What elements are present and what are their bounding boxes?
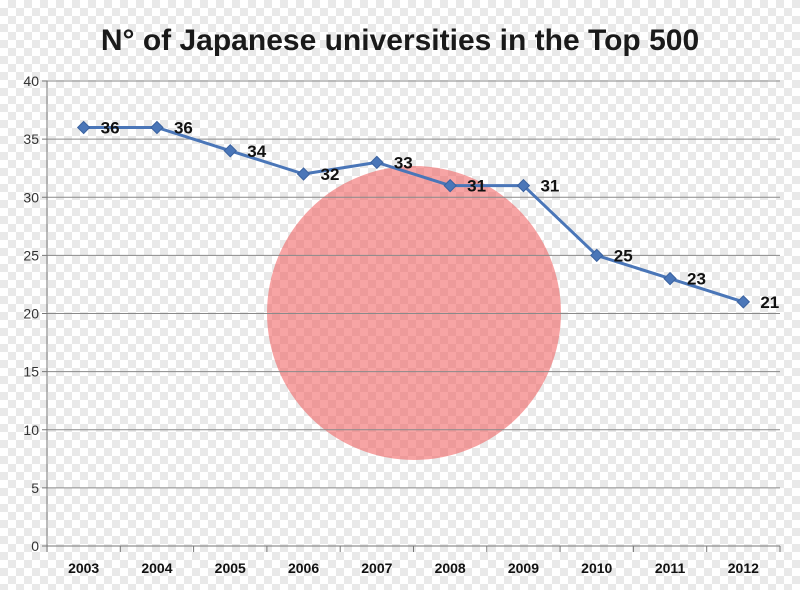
data-label: 36 [174,119,193,138]
x-tick-label: 2003 [68,560,99,576]
x-tick-label: 2008 [435,560,466,576]
data-point [370,155,384,170]
x-tick-label: 2009 [508,560,539,576]
y-tick-label: 30 [23,189,39,205]
data-label: 23 [687,270,706,289]
x-tick-label: 2011 [655,560,686,576]
x-axis-ticks: 2003 2004 2005 2006 2007 2008 2009 2010 2011 2012 [46,546,781,576]
data-point [443,178,457,193]
y-tick-label: 5 [31,480,39,496]
data-label: 21 [760,293,779,312]
x-tick-label: 2006 [288,560,319,576]
y-tick-label: 40 [23,73,39,89]
data-label: 32 [321,165,340,184]
data-labels: 36 36 34 32 33 31 31 25 23 21 [101,119,780,312]
y-tick-label: 0 [31,538,39,554]
y-axis-ticks: 0 5 10 15 20 25 30 35 40 [23,73,47,554]
data-label: 25 [614,246,633,265]
data-label: 33 [394,153,413,172]
y-tick-label: 15 [23,364,39,380]
data-points [76,120,751,309]
x-tick-label: 2005 [215,560,246,576]
gridlines [47,80,780,489]
y-tick-label: 20 [23,306,39,322]
y-tick-label: 10 [23,422,39,438]
data-point [736,295,751,309]
x-tick-label: 2007 [361,560,392,576]
x-tick-label: 2010 [581,560,612,576]
data-point [590,248,604,263]
data-point [150,120,164,135]
chart-title: N° of Japanese universities in the Top 5… [101,24,699,57]
x-tick-label: 2012 [728,560,759,576]
data-label: 31 [467,177,486,196]
y-tick-label: 35 [23,131,39,147]
x-tick-label: 2004 [141,560,172,576]
data-point [663,271,677,286]
data-label: 34 [247,142,266,161]
data-point [223,144,237,158]
series-line [83,126,744,304]
data-point [76,120,91,135]
data-label: 31 [540,177,559,196]
series-line-path [83,126,744,304]
data-point [516,178,531,193]
data-point [296,167,311,181]
data-label: 36 [101,119,120,138]
y-tick-label: 25 [23,247,39,263]
